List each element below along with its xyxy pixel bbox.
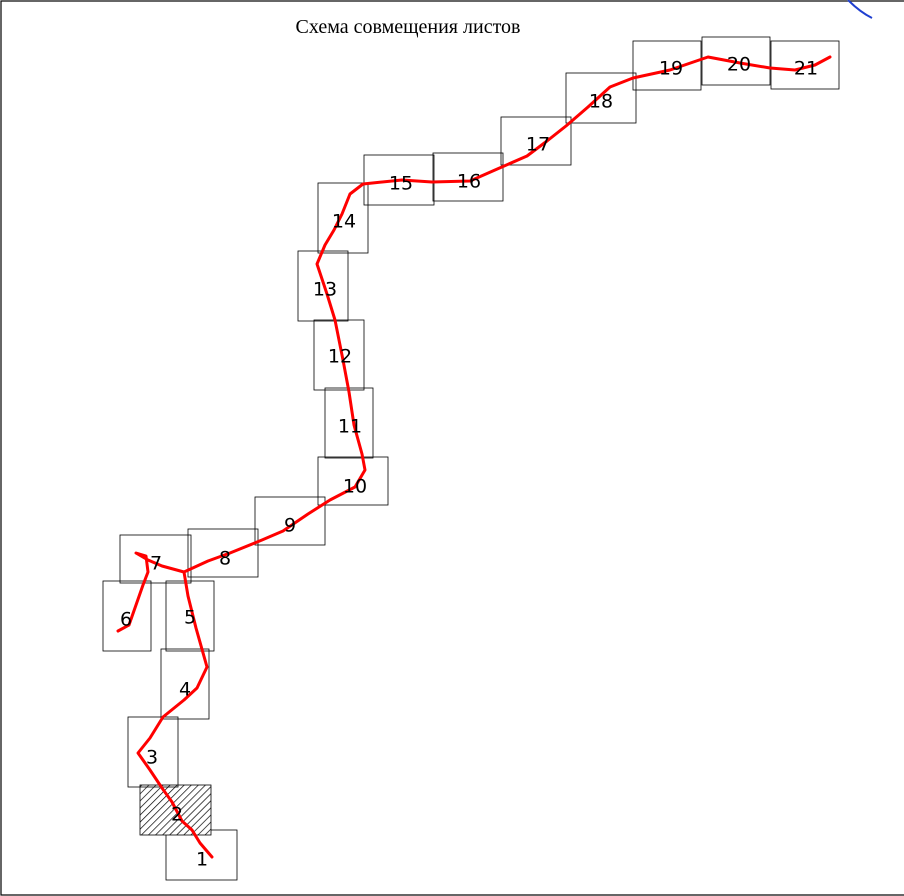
route-line-main xyxy=(136,55,832,859)
sheet-13-label: 13 xyxy=(313,279,337,301)
sheet-14-rect xyxy=(317,182,369,254)
sheet-3-label: 3 xyxy=(146,747,158,769)
sheet-10-rect xyxy=(317,456,389,506)
sheet-6-rect xyxy=(102,580,152,652)
sheet-16-rect xyxy=(432,152,504,202)
sheet-8-label: 8 xyxy=(219,548,231,570)
scheme-title: Схема совмещения листов xyxy=(296,16,521,38)
sheet-19-rect xyxy=(632,40,702,91)
route-line-branch xyxy=(116,551,186,633)
sheet-15-rect xyxy=(363,154,435,206)
sheet-7-rect xyxy=(119,534,192,584)
sheet-8-rect xyxy=(187,528,259,578)
sheet-4-label: 4 xyxy=(179,679,191,701)
sheet-20-rect xyxy=(701,36,771,86)
sheet-17-label: 17 xyxy=(526,134,550,156)
sheet-9-rect xyxy=(254,496,326,546)
sheet-10-label: 10 xyxy=(343,476,367,498)
sheet-5-label: 5 xyxy=(184,607,196,629)
sheet-20-label: 20 xyxy=(727,54,751,76)
sheet-12-label: 12 xyxy=(328,346,352,368)
corner-mark xyxy=(847,0,873,19)
sheet-1-label: 1 xyxy=(196,849,208,871)
sheet-11-label: 11 xyxy=(338,416,362,438)
sheet-14-label: 14 xyxy=(332,211,356,233)
sheet-19-label: 19 xyxy=(659,58,683,80)
sheet-6-label: 6 xyxy=(120,609,132,631)
sheet-18-label: 18 xyxy=(589,91,613,113)
sheet-7-label: 7 xyxy=(150,553,162,575)
sheet-2-label: 2 xyxy=(171,804,183,826)
sheet-9-label: 9 xyxy=(284,515,296,537)
sheets-group xyxy=(102,36,840,881)
sheet-12-rect xyxy=(313,319,365,391)
sheet-17-rect xyxy=(500,116,572,166)
sheet-21-rect xyxy=(770,40,840,90)
sheet-21-label: 21 xyxy=(794,58,818,80)
route-group xyxy=(116,55,832,859)
sheet-4-rect xyxy=(160,648,210,720)
sheet-3-rect xyxy=(127,716,179,788)
sheet-5-rect xyxy=(165,580,215,652)
sheet-16-label: 16 xyxy=(457,171,481,193)
sheet-15-label: 15 xyxy=(389,173,413,195)
sheet-18-rect xyxy=(565,72,637,124)
